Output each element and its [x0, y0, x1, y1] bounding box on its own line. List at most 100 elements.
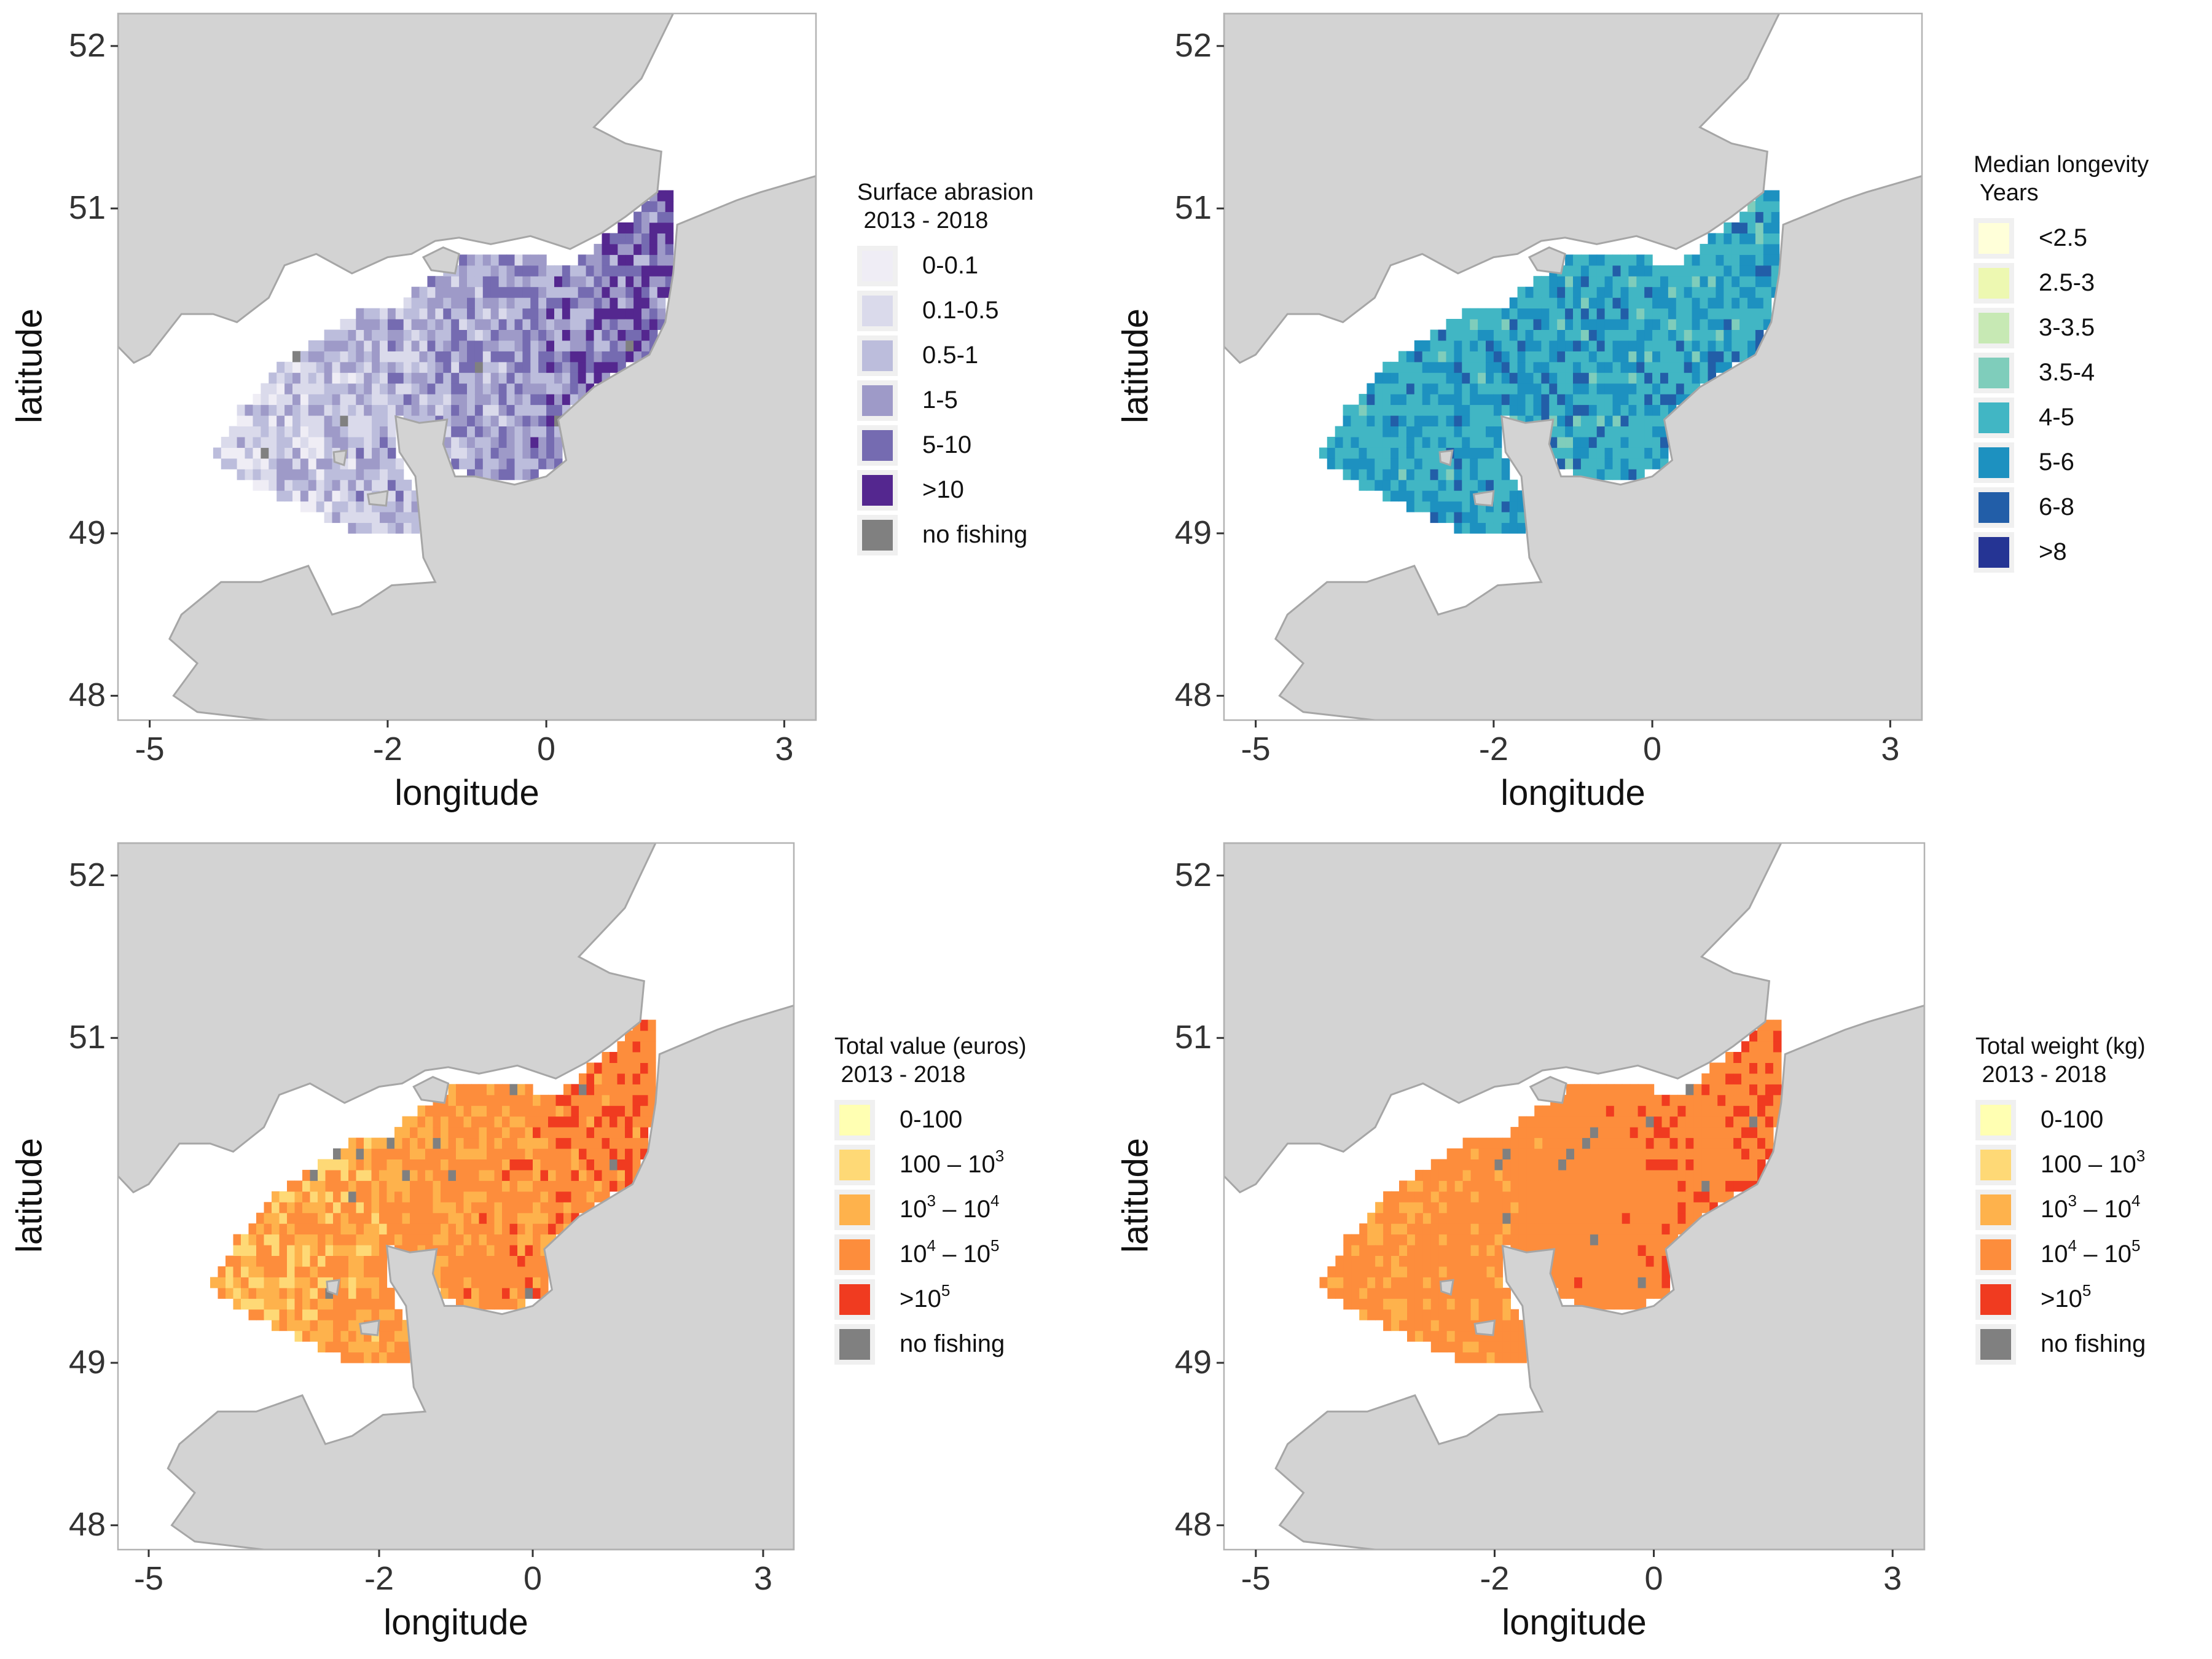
jersey-island [359, 1319, 380, 1336]
y-axis-title: latitude [1115, 1137, 1156, 1253]
x-tick-label: 3 [753, 1560, 773, 1597]
y-tick-label: 52 [68, 856, 106, 893]
isle-of-wight [412, 1076, 450, 1104]
x-tick-label: 0 [1643, 731, 1662, 767]
legend-item: >105 [1975, 1277, 2146, 1322]
legend-swatch [1974, 531, 2014, 573]
y-tick-label: 48 [1174, 677, 1212, 714]
y-tick-label: 52 [68, 26, 106, 64]
legend-label: 5-10 [922, 431, 972, 458]
map-svg-abrasion [111, 12, 817, 728]
england-land [118, 14, 675, 364]
france-land [167, 1004, 794, 1550]
legend-item: 0.5-1 [857, 333, 1033, 378]
legend-swatch [1974, 487, 2014, 528]
legend-longevity: Median longevity Years <2.5 2.5-3 3-3.5 3.5-… [1974, 151, 2149, 575]
x-axis-title: longitude [394, 773, 539, 813]
x-tick-label: 3 [775, 731, 794, 767]
legend-swatch [1975, 1099, 2016, 1140]
y-tick-label: 51 [1174, 189, 1212, 227]
legend-label: 0.5-1 [922, 342, 979, 369]
legend-swatch [1974, 352, 2014, 393]
map-svg-weight [1217, 842, 1926, 1557]
y-tick-label: 51 [68, 189, 106, 227]
legend-item: 103 – 104 [834, 1187, 1027, 1232]
legend-label: >105 [900, 1281, 951, 1312]
legend-swatch [834, 1144, 875, 1185]
england-land [1224, 14, 1781, 364]
legend-title: Surface abrasion 2013 - 2018 [857, 179, 1034, 233]
legend-label: <2.5 [2039, 224, 2087, 251]
legend-label: 1-5 [922, 386, 958, 414]
legend-label: 103 – 104 [900, 1191, 1000, 1223]
legend-label: 103 – 104 [2041, 1191, 2141, 1223]
y-axis-title: latitude [1115, 308, 1156, 424]
legend-item: 6-8 [1974, 485, 2149, 530]
fishing-grid [1319, 1019, 1782, 1363]
y-tick-label: 49 [68, 1343, 106, 1381]
x-tick-label: -5 [135, 731, 165, 767]
map-area [1224, 843, 1924, 1550]
x-tick-label: -5 [1241, 731, 1271, 767]
guernsey-island [326, 1279, 340, 1296]
y-tick-label: 48 [68, 1506, 106, 1543]
fishing-grid [210, 1019, 656, 1363]
legend-label: 104 – 105 [2041, 1236, 2141, 1268]
legend-swatch [834, 1279, 875, 1320]
legend-weight: Total weight (kg) 2013 - 2018 0-100 100 – … [1975, 1032, 2146, 1367]
legend-swatch [834, 1099, 875, 1140]
legend-item: 103 – 104 [1975, 1187, 2146, 1232]
legend-label: 0.1-0.5 [922, 297, 999, 324]
panel-border [117, 842, 795, 1551]
legend-swatch [857, 469, 898, 511]
legend-item: 100 – 103 [834, 1142, 1027, 1187]
legend-label: no fishing [2041, 1330, 2146, 1357]
legend-title: Total value (euros) 2013 - 2018 [834, 1033, 1027, 1088]
legend-swatch [834, 1189, 875, 1230]
x-tick-label: -5 [133, 1560, 163, 1597]
legend-label: 3-3.5 [2039, 314, 2095, 341]
legend-swatch [857, 335, 898, 376]
x-tick-label: -2 [1478, 731, 1508, 767]
y-axis-title: latitude [9, 308, 50, 424]
legend-item: >8 [1974, 530, 2149, 575]
y-tick-label: 51 [68, 1019, 106, 1056]
isle-of-wight [422, 246, 460, 275]
panel-border [1223, 842, 1926, 1551]
legend-label: no fishing [922, 521, 1028, 548]
jersey-island [1473, 1319, 1496, 1336]
legend-swatch [857, 425, 898, 466]
legend-swatch [857, 514, 898, 555]
legend-item: >105 [834, 1277, 1027, 1322]
jersey-island [366, 490, 389, 507]
legend-item: <2.5 [1974, 216, 2149, 261]
legend-title: Median longevity Years [1974, 152, 2149, 206]
x-axis-title: longitude [383, 1602, 528, 1642]
legend-swatch [834, 1234, 875, 1275]
legend-swatch [1975, 1189, 2016, 1230]
y-tick-label: 49 [1174, 514, 1212, 551]
panel-border [117, 12, 817, 721]
legend-label: no fishing [900, 1330, 1005, 1357]
jersey-island [1472, 490, 1495, 507]
map-area [1224, 14, 1922, 720]
legend-swatch [834, 1324, 875, 1365]
legend-swatch [1975, 1144, 2016, 1185]
y-tick-label: 48 [68, 677, 106, 714]
map-svg-value [111, 842, 795, 1557]
england-land [1224, 843, 1783, 1194]
legend-item: 0.1-0.5 [857, 288, 1033, 333]
x-tick-label: 0 [1644, 1560, 1663, 1597]
legend-item: 5-6 [1974, 440, 2149, 485]
legend-label: 0-0.1 [922, 252, 979, 279]
england-land [118, 843, 657, 1194]
legend-item: 104 – 105 [1975, 1232, 2146, 1277]
legend-swatch [1974, 218, 2014, 259]
x-tick-label: -5 [1241, 1560, 1271, 1597]
legend-label: 0-100 [900, 1106, 963, 1133]
map-panel-abrasion: -5 -2 0 3 52 51 49 48 longitude latitude Surface a… [0, 0, 1106, 830]
y-tick-label: 48 [1174, 1506, 1212, 1543]
guernsey-island [1438, 449, 1454, 466]
y-axis-title: latitude [9, 1137, 50, 1253]
